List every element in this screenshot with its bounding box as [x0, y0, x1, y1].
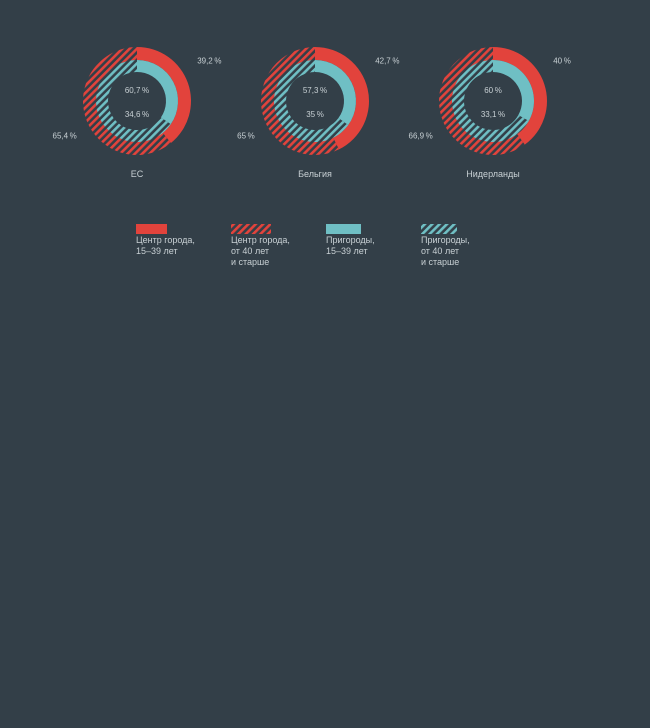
svg-text:35 %: 35 %: [306, 110, 324, 119]
svg-text:Пригороды,: Пригороды,: [421, 235, 470, 245]
svg-text:57,3 %: 57,3 %: [303, 86, 327, 95]
svg-text:66,9 %: 66,9 %: [409, 132, 433, 141]
svg-text:Бельгия: Бельгия: [298, 169, 332, 179]
svg-text:Центр города,: Центр города,: [136, 235, 195, 245]
svg-text:и старше: и старше: [421, 257, 459, 267]
svg-text:Нидерланды: Нидерланды: [466, 169, 519, 179]
svg-text:15–39 лет: 15–39 лет: [326, 246, 368, 256]
svg-text:Пригороды,: Пригороды,: [326, 235, 375, 245]
svg-text:ЕС: ЕС: [131, 169, 144, 179]
svg-text:42,7 %: 42,7 %: [375, 56, 399, 65]
svg-text:34,6 %: 34,6 %: [125, 110, 149, 119]
svg-text:60 %: 60 %: [484, 86, 502, 95]
svg-text:60,7 %: 60,7 %: [125, 86, 149, 95]
svg-text:и старше: и старше: [231, 257, 269, 267]
svg-text:15–39 лет: 15–39 лет: [136, 246, 178, 256]
svg-text:39,2 %: 39,2 %: [197, 56, 221, 65]
svg-text:от 40 лет: от 40 лет: [421, 246, 459, 256]
svg-text:Центр города,: Центр города,: [231, 235, 290, 245]
svg-text:65,4 %: 65,4 %: [53, 132, 77, 141]
svg-text:от 40 лет: от 40 лет: [231, 246, 269, 256]
svg-text:33,1 %: 33,1 %: [481, 110, 505, 119]
svg-text:40 %: 40 %: [553, 56, 571, 65]
svg-text:65 %: 65 %: [237, 132, 255, 141]
